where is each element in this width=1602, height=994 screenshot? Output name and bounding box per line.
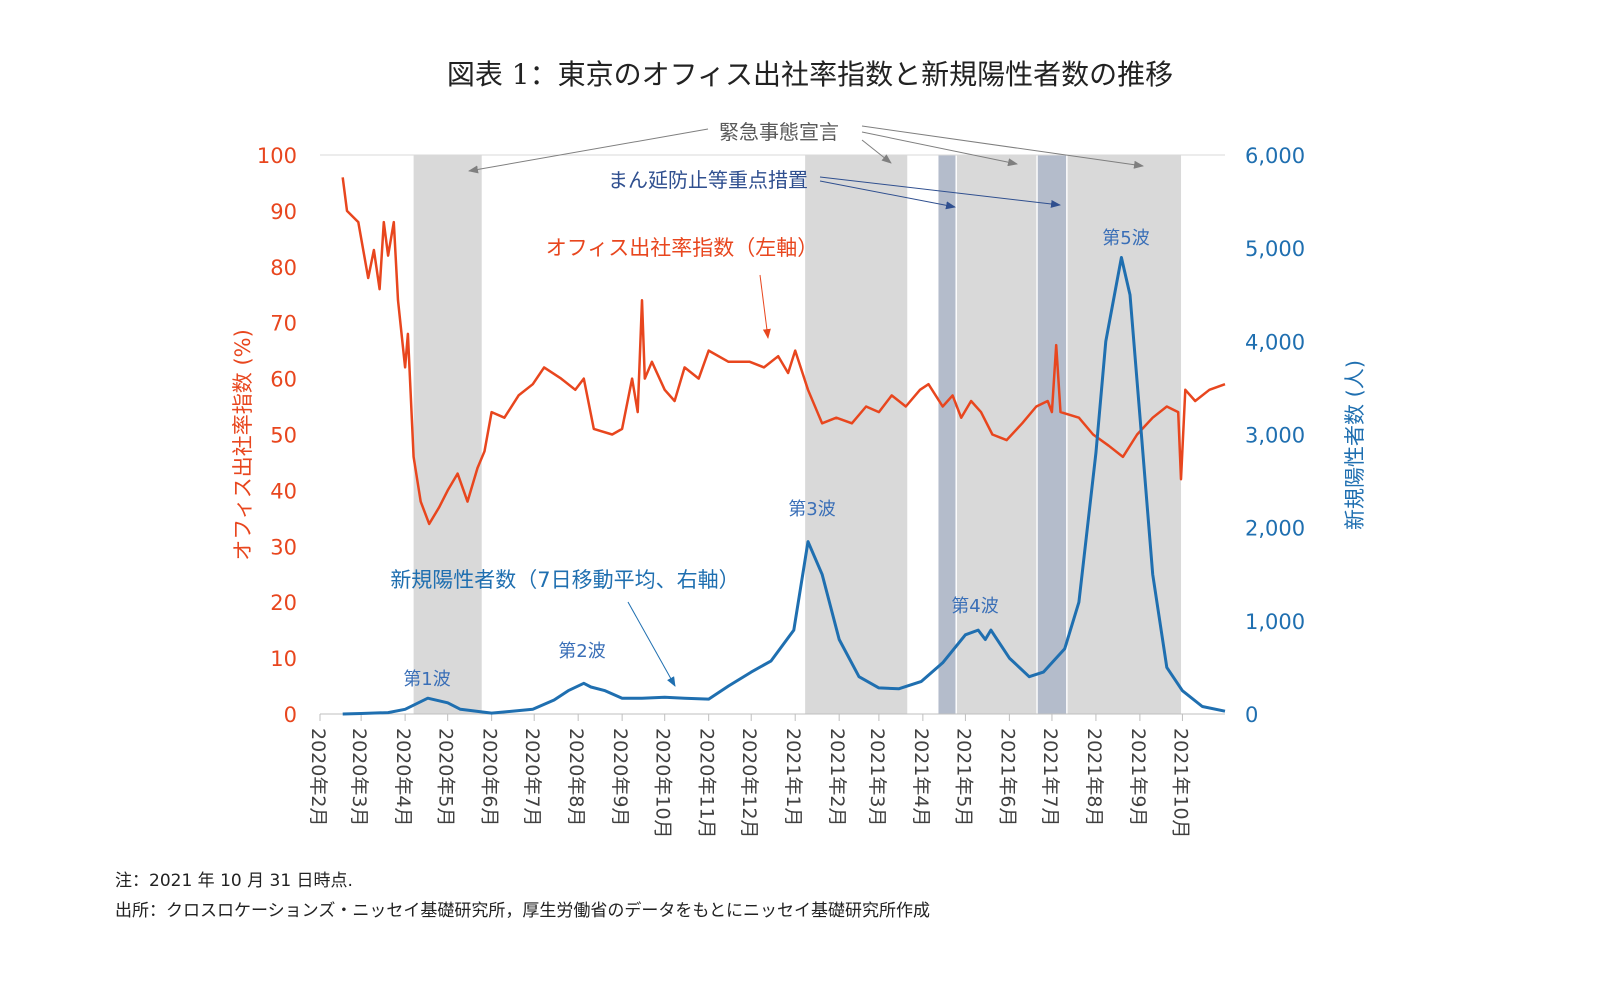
cases-series-label: 新規陽性者数（7日移動平均、右軸） <box>390 568 739 592</box>
emergency-period-band <box>413 155 482 714</box>
manbo-annotation: まん延防止等重点措置 <box>608 168 808 192</box>
emergency-arrow-4 <box>861 125 1144 169</box>
office-series-label: オフィス出社率指数（左軸） <box>546 236 819 260</box>
y-left-tick-label: 60 <box>270 368 297 392</box>
x-tick-label: 2021年9月 <box>1127 728 1149 826</box>
x-tick-label: 2020年8月 <box>565 728 587 826</box>
emergency-period-band <box>956 155 1037 714</box>
x-tick-label: 2021年1月 <box>782 728 804 826</box>
y-right-tick-label: 0 <box>1245 703 1258 727</box>
wave-5-label: 第5波 <box>1102 228 1149 249</box>
x-tick-label: 2020年7月 <box>521 728 543 826</box>
wave-4-label: 第4波 <box>951 596 998 617</box>
emergency-arrow-3 <box>861 131 1018 167</box>
emergency-annotation: 緊急事態宣言 <box>719 120 839 144</box>
x-tick-label: 2020年12月 <box>738 728 760 839</box>
x-tick-label: 2020年5月 <box>435 728 457 826</box>
new-cases-line <box>342 256 1226 716</box>
office-index-line <box>341 177 1226 526</box>
wave-2-label: 第2波 <box>558 641 605 662</box>
chart-title: 図表 1：東京のオフィス出社率指数と新規陽性者数の推移 <box>447 58 1173 91</box>
x-tick-label: 2020年10月 <box>652 728 674 839</box>
y-right-tick-label: 6,000 <box>1245 144 1305 168</box>
emergency-period-band <box>805 155 908 714</box>
x-tick-label: 2020年9月 <box>609 728 631 826</box>
x-tick-label: 2021年7月 <box>1039 728 1061 826</box>
x-tick-label: 2021年2月 <box>826 728 848 826</box>
y-left-tick-label: 90 <box>270 200 297 224</box>
manbo-arrow-1 <box>819 180 956 210</box>
y-right-tick-label: 2,000 <box>1245 517 1305 541</box>
y-right-tick-label: 4,000 <box>1245 330 1305 354</box>
office-label-arrow <box>759 274 771 339</box>
x-tick-label: 2020年4月 <box>392 728 414 826</box>
y-axis-right-label: 新規陽性者数 (人) <box>1343 360 1367 530</box>
x-tick-label: 2021年4月 <box>910 728 932 826</box>
y-left-tick-label: 50 <box>270 424 297 448</box>
manbo-period-band <box>938 155 956 714</box>
x-tick-label: 2020年3月 <box>348 728 370 826</box>
x-tick-label: 2020年2月 <box>307 728 329 826</box>
x-tick-label: 2020年6月 <box>479 728 501 826</box>
y-right-tick-label: 1,000 <box>1245 610 1305 634</box>
y-axis-left-label: オフィス出社率指数 (%) <box>231 329 255 561</box>
emergency-period-band <box>1067 155 1182 714</box>
x-tick-label: 2021年10月 <box>1169 728 1191 839</box>
y-left-tick-label: 40 <box>270 479 297 503</box>
y-left-tick-label: 20 <box>270 591 297 615</box>
x-tick-label: 2021年6月 <box>996 728 1018 826</box>
x-tick-label: 2021年5月 <box>952 728 974 826</box>
y-left-tick-label: 10 <box>270 647 297 671</box>
y-left-tick-label: 0 <box>284 703 297 727</box>
emergency-arrow-1 <box>468 128 709 174</box>
wave-1-label: 第1波 <box>403 669 450 690</box>
chart-note: 注：2021 年 10 月 31 日時点. <box>115 871 353 891</box>
x-tick-label: 2020年11月 <box>696 728 718 839</box>
x-tick-label: 2021年3月 <box>866 728 888 826</box>
y-left-tick-label: 70 <box>270 312 297 336</box>
manbo-arrow-2 <box>819 176 1061 208</box>
chart-source: 出所：クロスロケーションズ・ニッセイ基礎研究所，厚生労働省のデータをもとにニッセ… <box>115 901 930 921</box>
manbo-period-band <box>1037 155 1067 714</box>
y-left-tick-label: 80 <box>270 256 297 280</box>
y-right-tick-label: 3,000 <box>1245 424 1305 448</box>
y-left-tick-label: 30 <box>270 535 297 559</box>
y-right-tick-label: 5,000 <box>1245 237 1305 261</box>
cases-label-arrow <box>627 601 676 687</box>
emergency-arrow-2 <box>861 139 892 164</box>
wave-3-label: 第3波 <box>788 499 835 520</box>
x-tick-label: 2021年8月 <box>1083 728 1105 826</box>
y-left-tick-label: 100 <box>257 144 297 168</box>
